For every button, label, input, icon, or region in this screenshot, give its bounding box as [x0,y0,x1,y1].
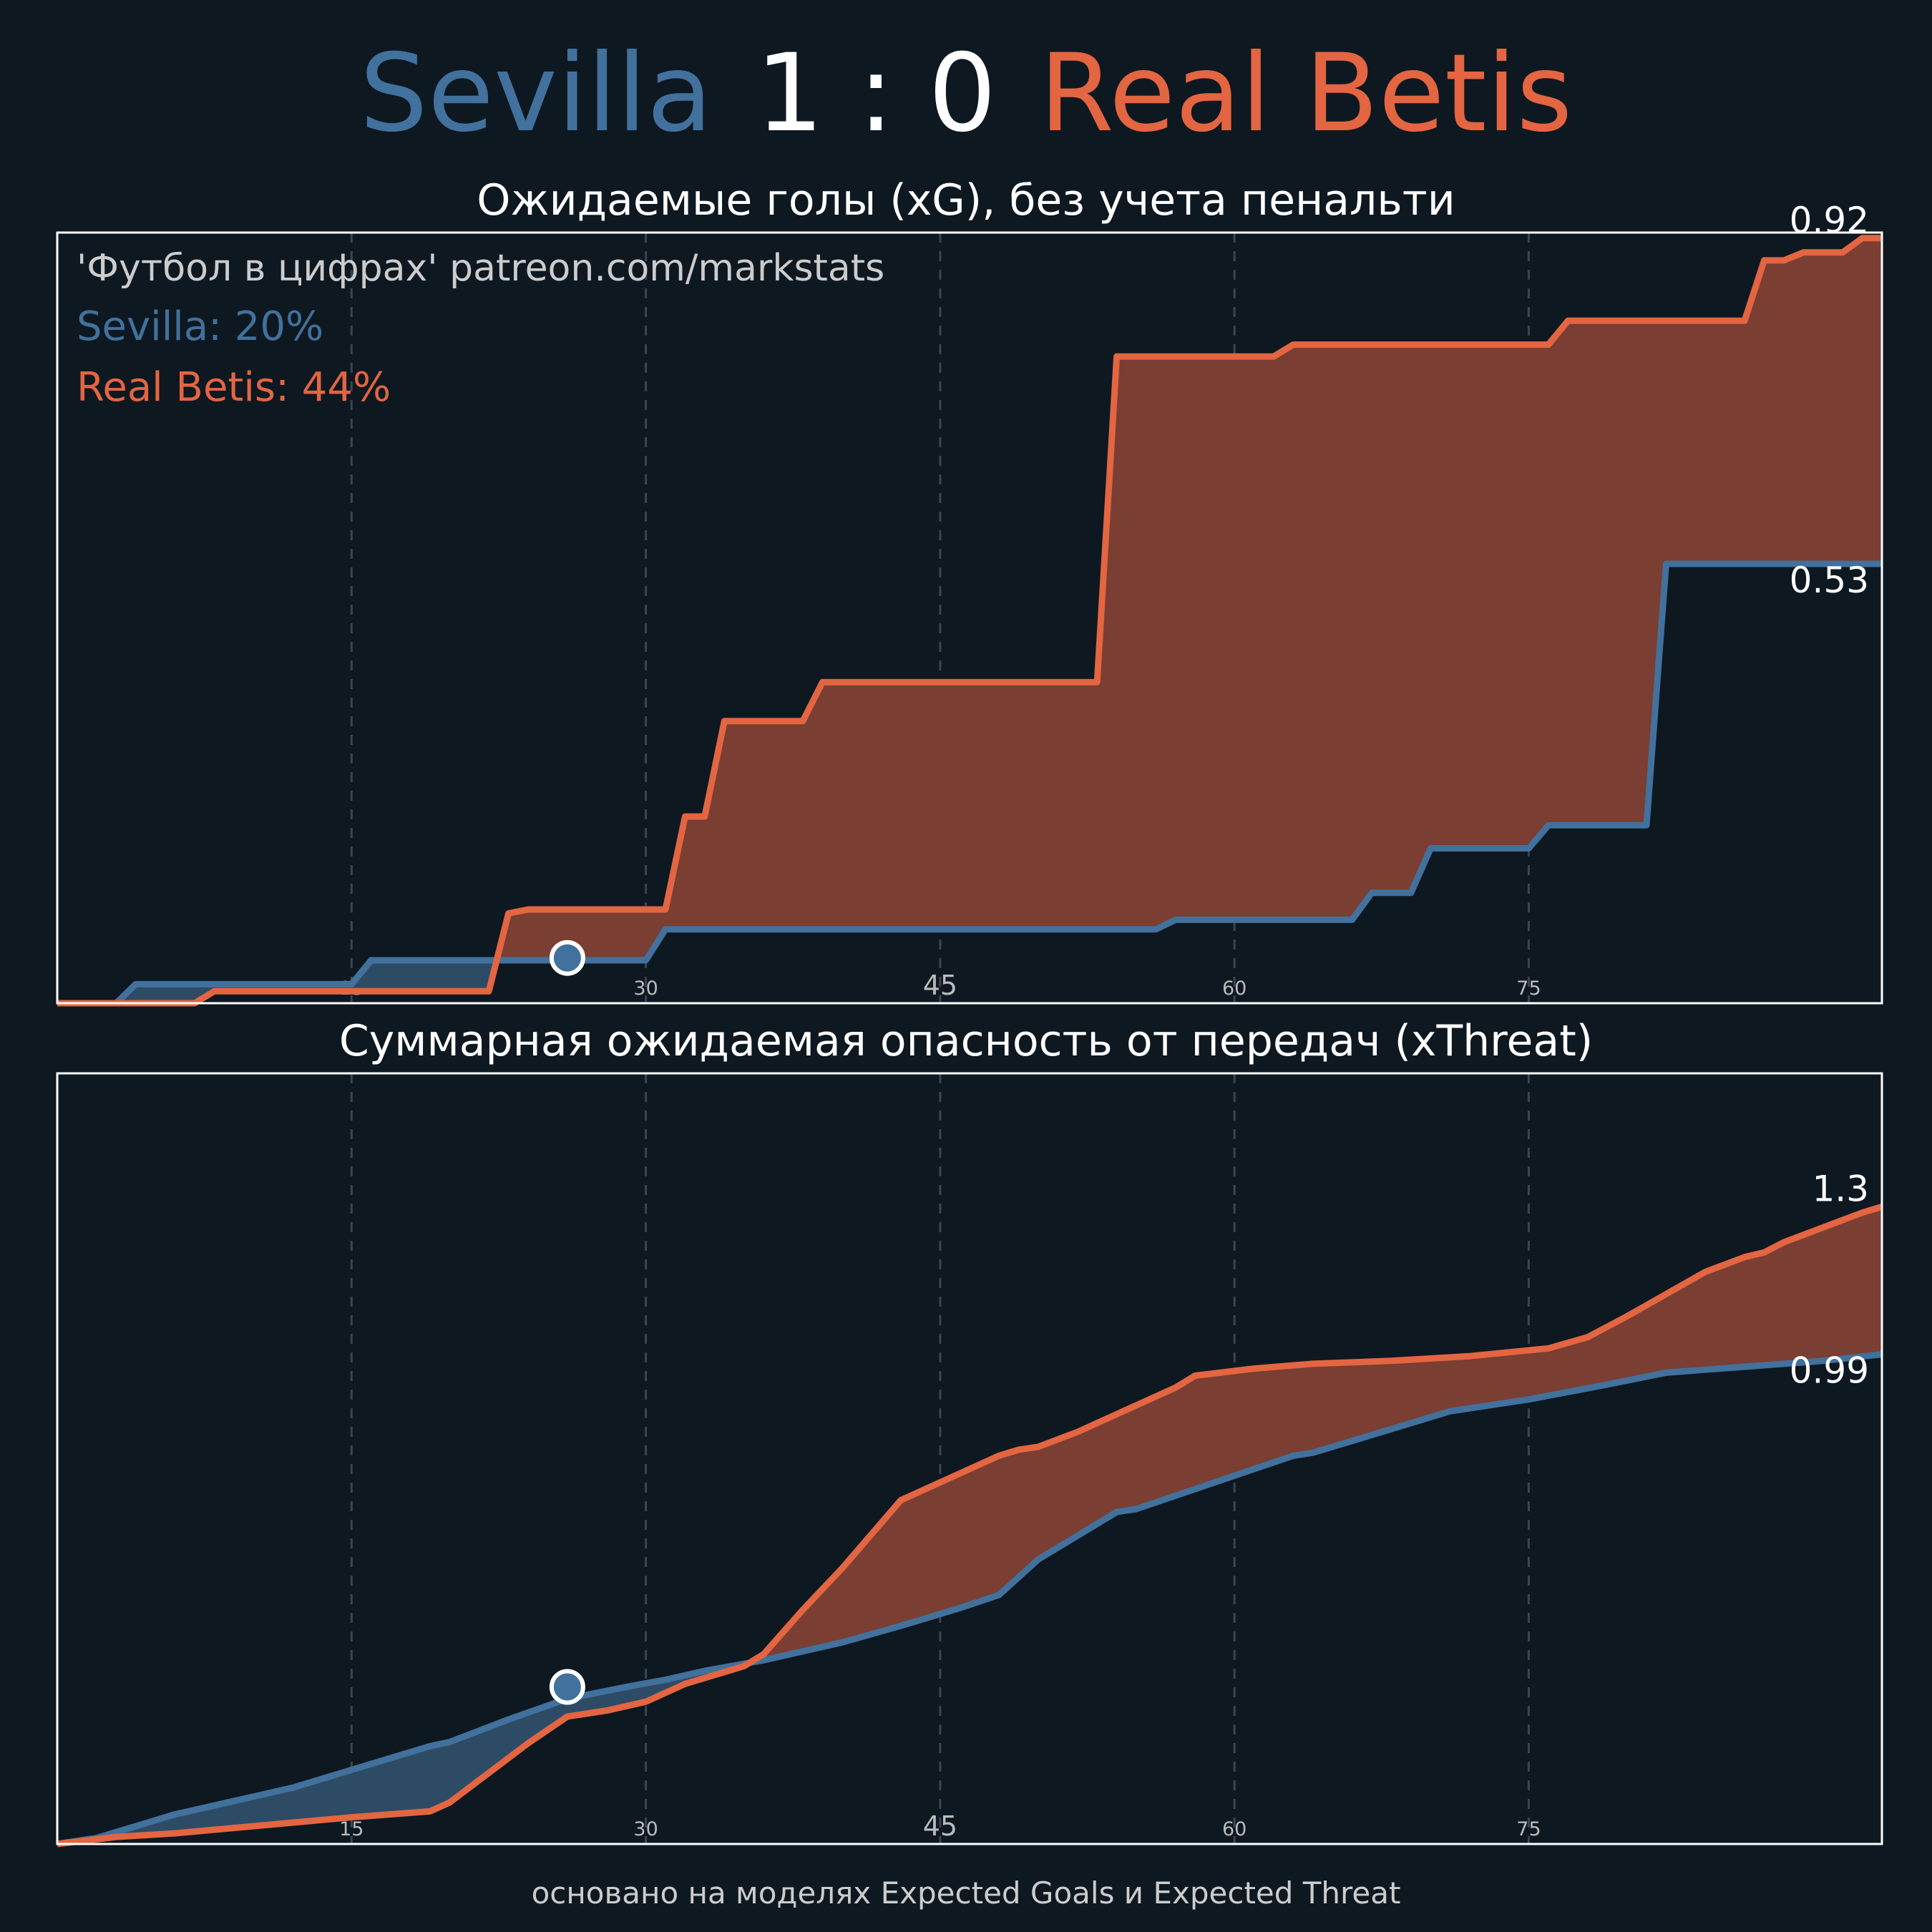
match-header: Sevilla 1 : 0 Real Betis [360,31,1573,156]
xthreat-end-label-betis: 1.3 [1812,1168,1869,1209]
xthreat-line-sevilla [57,1351,1883,1848]
xg-goal-marker [549,940,585,976]
xthreat-tick-label-30: 30 [633,1818,658,1840]
xthreat-goal-marker [549,1669,585,1705]
xthreat-panel-title: Суммарная ожидаемая опасность от передач… [339,1016,1593,1066]
xg-fill-betis-advantage [498,238,1882,960]
xthreat-tick-label-75: 75 [1516,1818,1541,1840]
xthreat-plot-frame [56,1072,1883,1845]
xg-line-betis [57,235,1882,1007]
xg-tick-label-75: 75 [1516,977,1541,1000]
away-team-name: Real Betis [1040,31,1573,156]
xg-plot-frame [56,231,1883,1005]
xg-tick-label-30: 30 [633,977,658,1000]
xthreat-end-label-sevilla: 0.99 [1790,1350,1869,1392]
xthreat-fill-sevilla-advantage [62,1662,751,1844]
legend-home: Sevilla: 20% [77,303,323,350]
xg-end-label-sevilla: 0.53 [1790,560,1869,601]
xthreat-tick-label-45: 45 [923,1810,957,1842]
xthreat-tick-label-15: 15 [339,1818,364,1840]
legend-away: Real Betis: 44% [77,364,391,411]
xthreat-panel: 15 30 45 60 75 0.99 1.3 [56,1072,1883,1848]
xthreat-fill-betis-advantage [751,1206,1882,1663]
xg-line-sevilla [57,560,1882,1007]
source-credit: 'Футбол в цифрах' patreon.com/markstats [77,247,884,290]
xg-end-label-betis: 0.92 [1790,200,1869,241]
match-score: 1 : 0 [756,31,997,156]
xthreat-line-betis [57,1204,1883,1848]
footer-note: основано на моделях Expected Goals и Exp… [532,1875,1401,1911]
xg-tick-label-45: 45 [923,970,957,1001]
home-team-name: Sevilla [360,31,713,156]
xg-panel-title: Ожидаемые голы (xG), без учета пенальти [477,175,1455,225]
xg-tick-label-60: 60 [1222,977,1246,1000]
xg-fill-sevilla-advantage [118,960,499,1003]
xthreat-tick-label-60: 60 [1222,1818,1246,1840]
